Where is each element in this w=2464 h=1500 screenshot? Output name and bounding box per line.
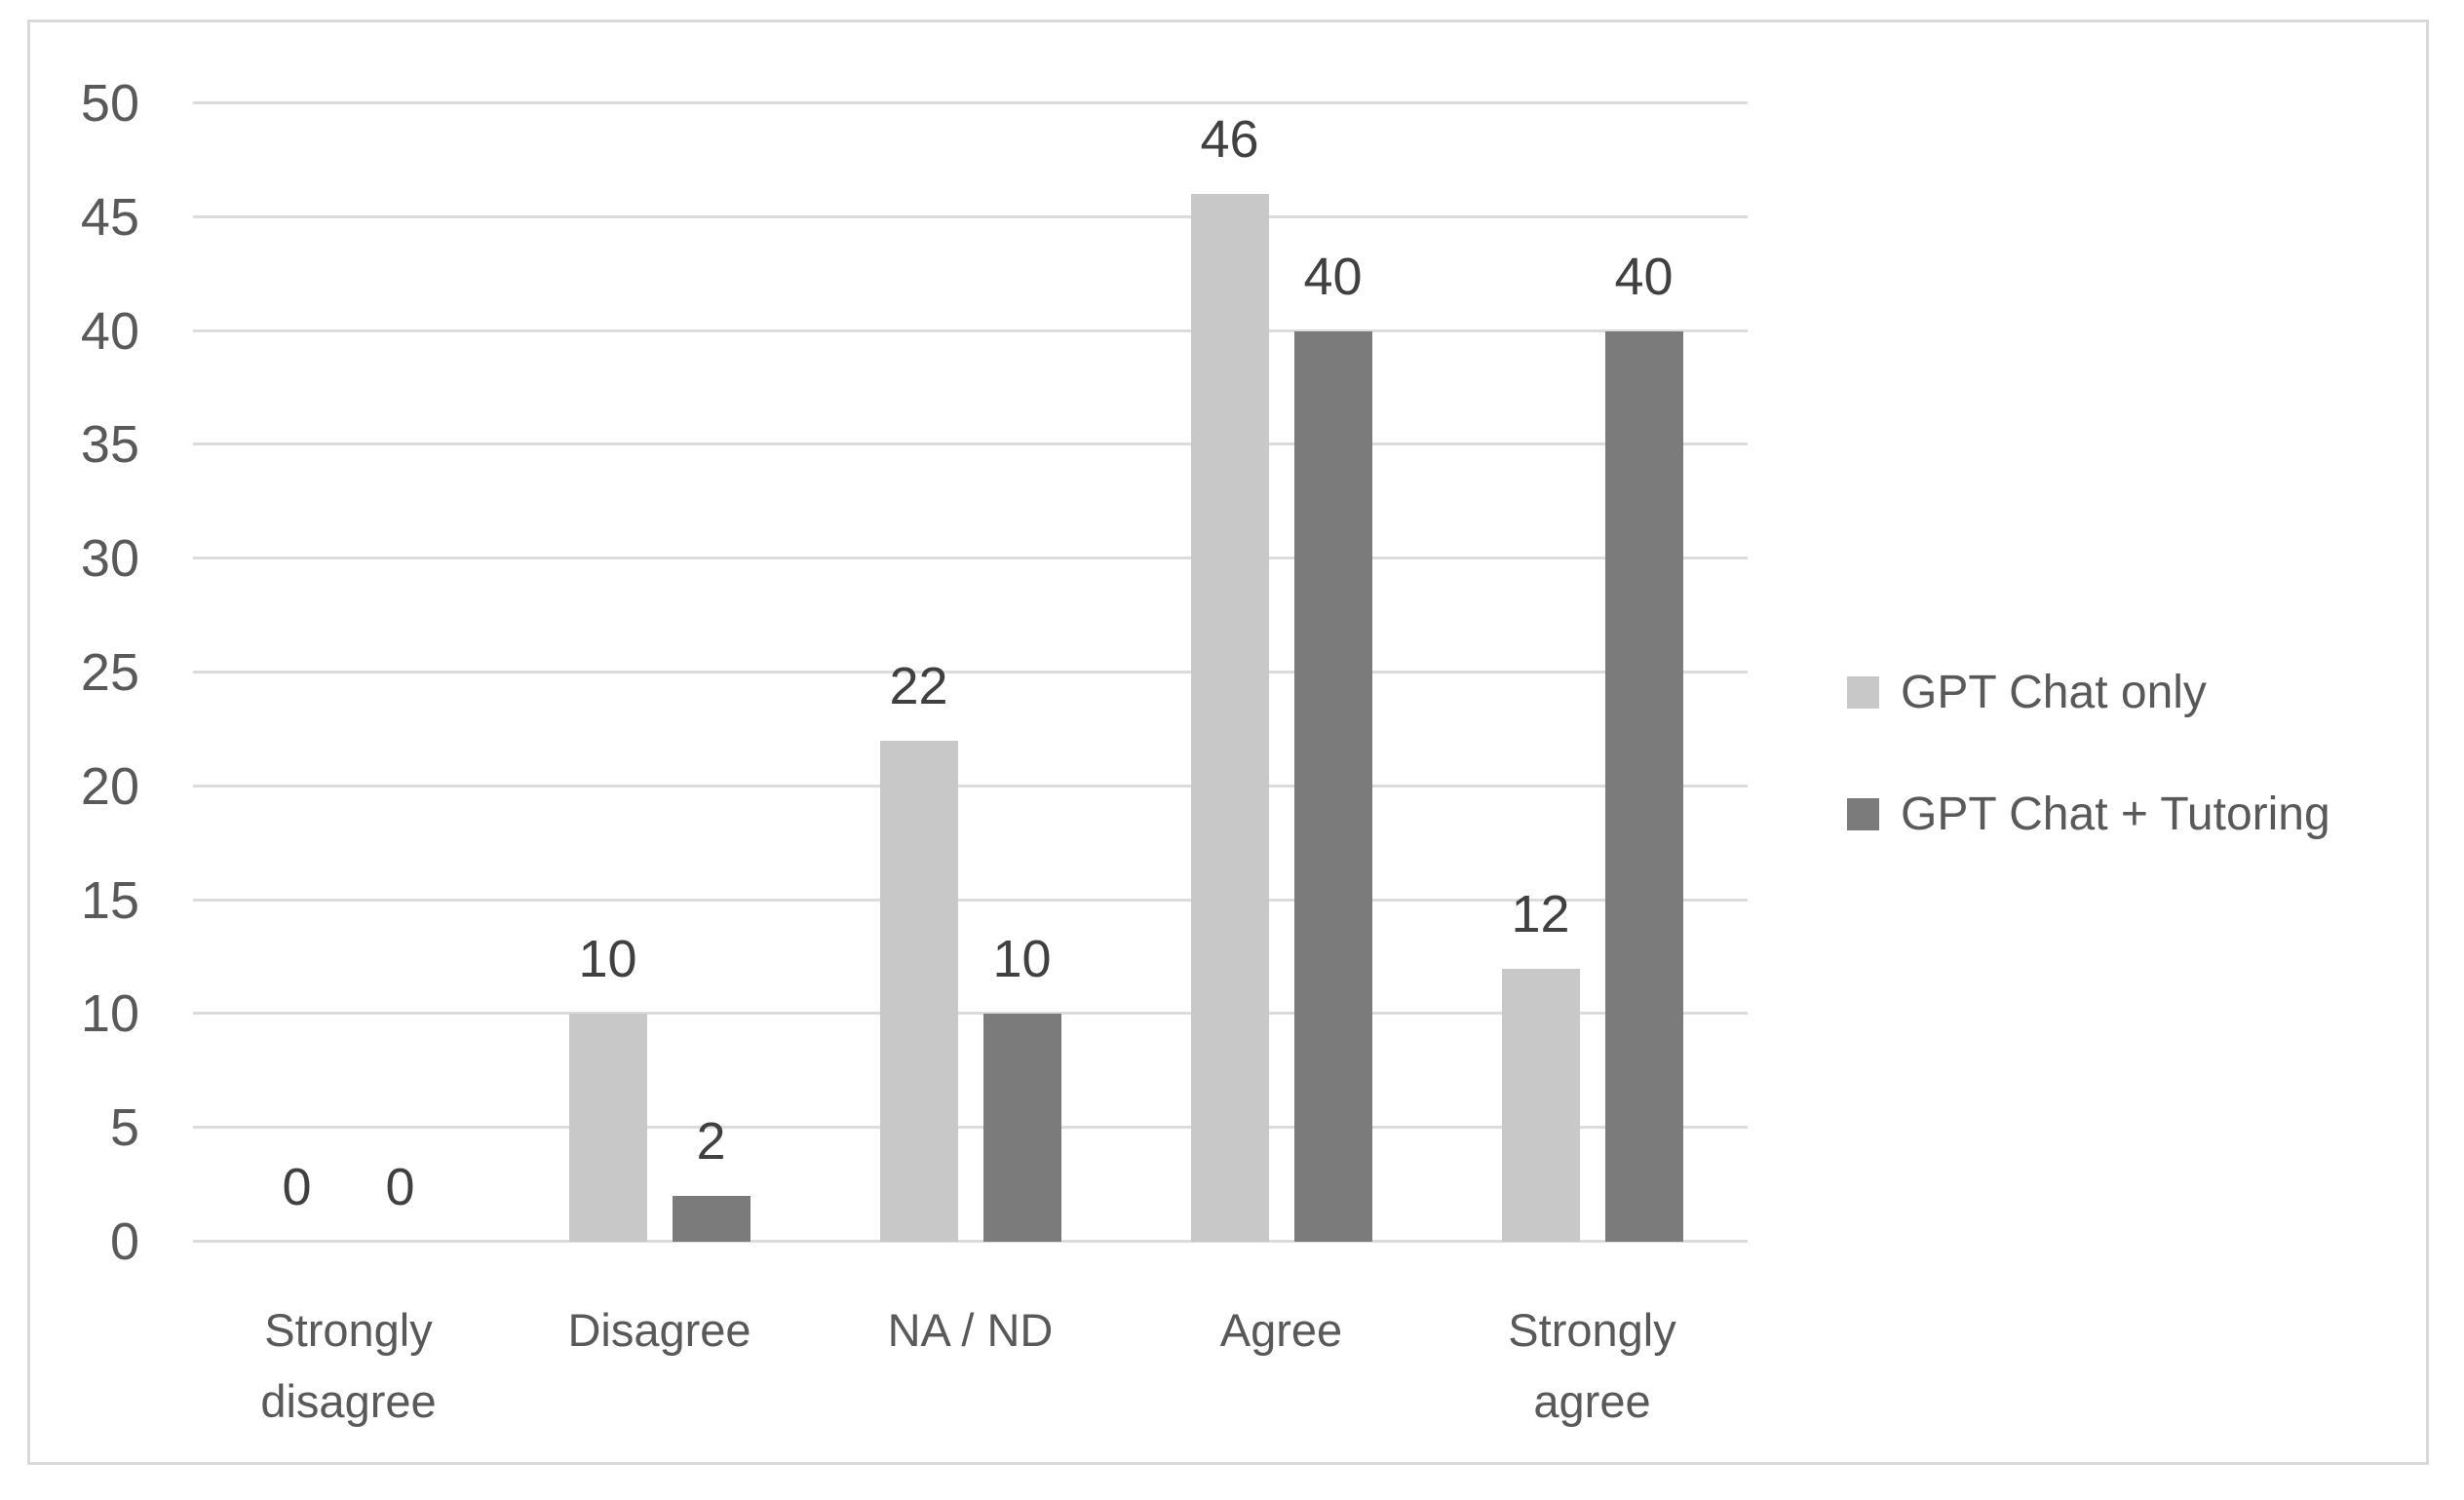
legend-entry: GPT Chat only [1847,666,2330,719]
x-category-label: Disagree [567,1304,751,1356]
bar-column: 40 [1293,247,1372,1242]
bar [672,1196,751,1242]
bar-column: 46 [1190,109,1269,1242]
y-tick-label-5: 5 [109,1098,139,1158]
gridline-y-10 [193,1012,1748,1016]
gridline-y-5 [193,1126,1748,1130]
x-category-label: Agree [1219,1304,1343,1356]
bar [1604,331,1683,1242]
plot-area: 0 5 10 15 20 25 30 35 40 45 50 0 0 10 2 22 10 46 40 12 40 [81,77,1748,1268]
bar-column: 0 [258,1157,336,1242]
bar [568,1014,647,1242]
category-group: 22 10 [815,103,1126,1242]
bar-value-label: 40 [1303,247,1363,306]
legend-entry: GPT Chat + Tutoring [1847,788,2330,841]
y-tick-label-20: 20 [80,756,139,816]
bar-column: 10 [982,929,1061,1242]
bar [1190,194,1269,1242]
bar-value-label: 0 [282,1157,312,1216]
category-group: 10 2 [504,103,815,1242]
bar-column: 22 [879,656,958,1242]
y-tick-label-40: 40 [80,301,139,361]
gridline-y-50 [193,101,1748,104]
bar-value-label: 0 [385,1157,415,1216]
y-tick-label-10: 10 [80,984,139,1044]
x-axis-labels: Strongly disagree Disagree NA / ND Agree Str… [193,1295,1748,1438]
gridline-y-45 [193,214,1748,218]
legend-marker-icon [1847,676,1879,710]
bar-column: 0 [362,1157,440,1242]
category-group: 46 40 [1126,103,1437,1242]
bar [1501,969,1580,1242]
y-tick-label-50: 50 [80,74,139,133]
bar [982,1014,1061,1242]
bar-column: 10 [568,929,647,1242]
legend-label: GPT Chat + Tutoring [1901,788,2330,841]
bar-value-label: 10 [992,929,1052,988]
legend: GPT Chat only GPT Chat + Tutoring [1847,666,2330,841]
bar-column: 40 [1604,247,1683,1242]
legend-label: GPT Chat only [1901,667,2207,718]
gridline-y-35 [193,442,1748,446]
category-group: 12 40 [1437,103,1748,1242]
chart-frame: 0 5 10 15 20 25 30 35 40 45 50 0 0 10 2 22 10 46 40 12 40 St… [27,19,2429,1465]
bar-column: 2 [672,1111,751,1242]
y-tick-label-30: 30 [80,529,139,589]
y-tick-label-35: 35 [80,415,139,475]
bar-value-label: 2 [696,1111,726,1171]
y-tick-label-15: 15 [80,870,139,930]
y-tick-label-45: 45 [80,187,139,247]
gridline-y-40 [193,328,1748,332]
gridline-y-15 [193,898,1748,902]
gridline-y-25 [193,671,1748,673]
bar-value-label: 12 [1511,884,1570,943]
gridline-y-30 [193,557,1748,560]
bar-column: 12 [1501,884,1580,1242]
gridline-y-0 [193,1240,1748,1243]
legend-marker-icon [1847,798,1879,831]
bar-value-label: 22 [889,656,948,715]
bar-value-label: 40 [1614,247,1674,306]
bar [1293,331,1372,1242]
bar-value-label: 10 [578,929,637,988]
x-category-label: NA / ND [887,1304,1054,1356]
x-category-label: Strongly agree [1508,1304,1676,1427]
x-category-label: Strongly disagree [260,1304,437,1427]
y-tick-label-25: 25 [80,643,139,702]
y-tick-label-0: 0 [109,1212,139,1271]
bar [879,741,958,1242]
bar-value-label: 46 [1200,109,1259,169]
gridline-y-20 [193,784,1748,788]
